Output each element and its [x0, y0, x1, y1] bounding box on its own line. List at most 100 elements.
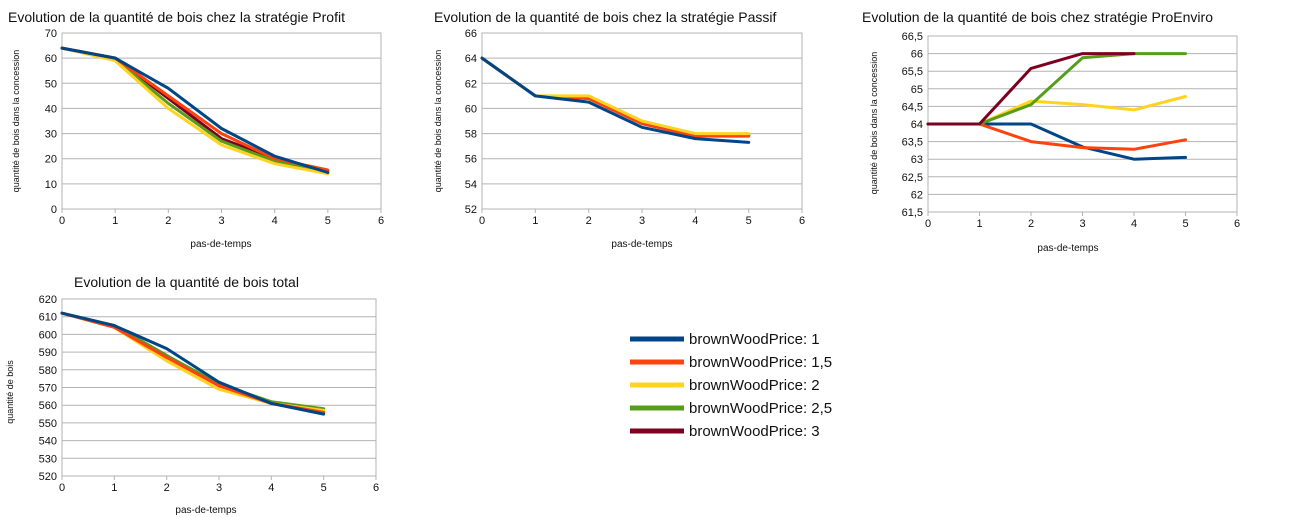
ytick-label-passif: 62	[465, 78, 477, 90]
xlabel-profit: pas-de-temps	[190, 239, 251, 250]
ytick-label-proenviro: 64	[911, 119, 923, 131]
series-line-passif-1	[480, 56, 751, 144]
ytick-label-passif: 54	[465, 179, 477, 191]
ytick-label-proenviro: 64,5	[902, 101, 923, 113]
legend: brownWoodPrice: 1 brownWoodPrice: 1,5 br…	[630, 331, 832, 440]
ytick-label-profit: 20	[45, 154, 57, 166]
ytick-label-proenviro: 61,5	[902, 207, 923, 219]
ytick-label-total: 560	[39, 400, 57, 412]
xlabel-total: pas-de-temps	[175, 505, 236, 516]
ytick-label-passif: 52	[465, 204, 477, 216]
series-line-total-1-5	[60, 311, 326, 414]
ytick-label-profit: 70	[45, 28, 57, 40]
ylabel-profit: quantité de bois dans la concession	[11, 50, 21, 193]
plot-proenviro: 61,5 62 62,5 63 63,5 64 64,5 65 65,5 66 66,5 0 1 2 3 4 5…	[902, 31, 1240, 230]
ytick-label-total: 620	[39, 294, 57, 306]
ytick-label-total: 600	[39, 329, 57, 341]
ytick-label-passif: 56	[465, 154, 477, 166]
xtick-label-profit: 1	[112, 215, 118, 227]
ytick-label-total: 520	[39, 471, 57, 483]
series-line-profit-1	[60, 46, 330, 174]
chart-title-passif: Evolution de la quantité de bois chez la…	[434, 9, 777, 25]
ytick-label-proenviro: 65	[911, 84, 923, 96]
chart-title-total: Evolution de la quantité de bois total	[74, 274, 299, 290]
xtick-label-proenviro: 6	[1234, 218, 1240, 230]
ytick-label-passif: 60	[465, 103, 477, 115]
xtick-label-proenviro: 0	[925, 218, 931, 230]
series-line-passif-2	[480, 56, 751, 136]
ytick-label-profit: 10	[45, 179, 57, 191]
xlabel-proenviro: pas-de-temps	[1037, 243, 1098, 254]
xtick-label-passif: 2	[586, 215, 592, 227]
ytick-label-proenviro: 62	[911, 189, 923, 201]
xtick-label-passif: 1	[532, 215, 538, 227]
xtick-label-proenviro: 4	[1131, 218, 1137, 230]
ytick-label-total: 590	[39, 347, 57, 359]
series-line-proenviro-2	[926, 95, 1187, 126]
ytick-label-proenviro: 62,5	[902, 172, 923, 184]
chart-title-proenviro: Evolution de la quantité de bois chez st…	[862, 9, 1213, 25]
xtick-label-total: 2	[164, 482, 170, 494]
ylabel-passif: quantité de bois dans la concession	[433, 50, 443, 193]
xtick-label-passif: 3	[639, 215, 645, 227]
series-line-passif-1-5	[480, 56, 751, 138]
ytick-label-profit: 50	[45, 78, 57, 90]
xtick-label-passif: 6	[799, 215, 805, 227]
ytick-label-total: 580	[39, 365, 57, 377]
ytick-label-proenviro: 66	[911, 49, 923, 61]
xtick-label-proenviro: 5	[1182, 218, 1188, 230]
xlabel-passif: pas-de-temps	[611, 239, 672, 250]
ytick-label-proenviro: 66,5	[902, 31, 923, 43]
xtick-label-profit: 3	[218, 215, 224, 227]
ytick-label-profit: 40	[45, 103, 57, 115]
ytick-label-passif: 66	[465, 28, 477, 40]
ytick-label-total: 550	[39, 418, 57, 430]
xtick-label-proenviro: 3	[1079, 218, 1085, 230]
series-line-total-2-5	[60, 311, 326, 411]
xtick-label-profit: 4	[272, 215, 278, 227]
ytick-label-passif: 58	[465, 129, 477, 141]
series-line-proenviro-3	[926, 52, 1136, 126]
series-line-profit-2	[60, 46, 330, 176]
ytick-label-total: 610	[39, 312, 57, 324]
ytick-label-total: 540	[39, 436, 57, 448]
ytick-label-total: 570	[39, 383, 57, 395]
xtick-label-total: 0	[59, 482, 65, 494]
series-line-total-1	[60, 311, 326, 416]
legend-label-2: brownWoodPrice: 2	[689, 377, 820, 394]
ytick-label-profit: 30	[45, 129, 57, 141]
ytick-label-passif: 64	[465, 53, 477, 65]
xtick-label-profit: 5	[325, 215, 331, 227]
plot-total: 520 530 540 550 560 570 580 590 600 610 620 0 1 2 3 4 5 6	[39, 294, 379, 494]
xtick-label-total: 3	[216, 482, 222, 494]
xtick-label-proenviro: 1	[976, 218, 982, 230]
series-line-total-2	[60, 311, 326, 412]
xtick-label-total: 1	[111, 482, 117, 494]
ytick-label-total: 530	[39, 453, 57, 465]
chart-title-profit: Evolution de la quantité de bois chez la…	[8, 9, 345, 25]
legend-label-3: brownWoodPrice: 3	[689, 423, 820, 440]
xtick-label-profit: 0	[59, 215, 65, 227]
xtick-label-proenviro: 2	[1028, 218, 1034, 230]
ylabel-total: quantité de bois	[5, 360, 15, 424]
series-line-total-3	[60, 311, 326, 414]
xtick-label-total: 6	[373, 482, 379, 494]
xtick-label-profit: 6	[378, 215, 384, 227]
series-line-profit-2-5	[60, 46, 330, 174]
xtick-label-passif: 5	[746, 215, 752, 227]
series-line-passif-2-5	[480, 56, 751, 138]
xtick-label-passif: 0	[479, 215, 485, 227]
legend-label-1-5: brownWoodPrice: 1,5	[689, 354, 832, 371]
ytick-label-proenviro: 63,5	[902, 137, 923, 149]
ylabel-proenviro: quantité de bois dans la concession	[869, 52, 879, 195]
xtick-label-passif: 4	[692, 215, 698, 227]
ytick-label-profit: 60	[45, 53, 57, 65]
legend-label-1: brownWoodPrice: 1	[689, 331, 820, 348]
series-line-passif-3	[480, 56, 751, 138]
ytick-label-proenviro: 65,5	[902, 66, 923, 78]
xtick-label-total: 4	[268, 482, 274, 494]
xtick-label-profit: 2	[165, 215, 171, 227]
plot-profit: 0 10 20 30 40 50 60 70 0 1 2 3 4 5 6	[45, 28, 384, 227]
